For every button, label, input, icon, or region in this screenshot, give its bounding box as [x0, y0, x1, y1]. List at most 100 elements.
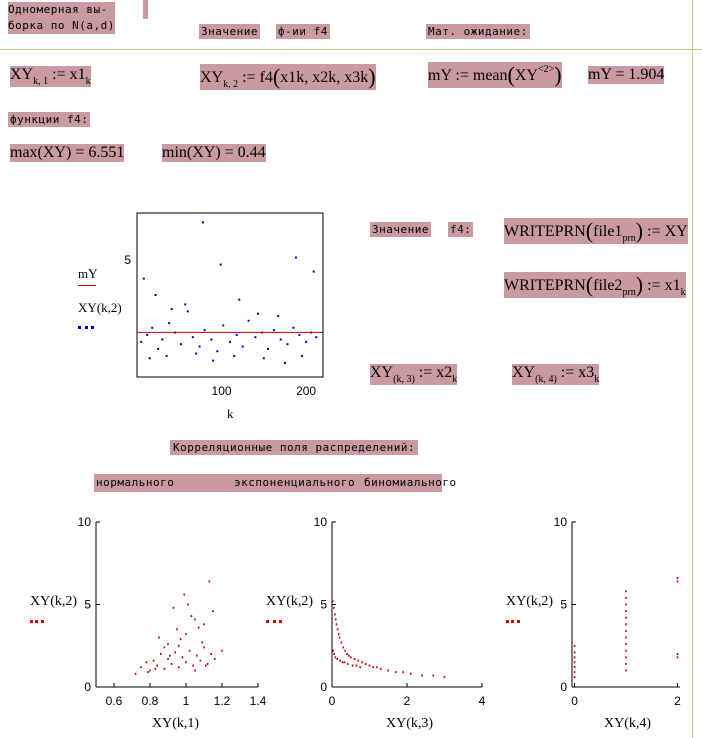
data-point — [163, 646, 166, 649]
my-definition[interactable]: mY := mean(XY<2>) — [428, 62, 562, 88]
data-point — [176, 628, 178, 631]
data-point — [676, 580, 679, 583]
data-point — [368, 664, 371, 667]
data-point — [161, 338, 164, 341]
corr-exponential-label: экспоненциального — [234, 476, 356, 489]
data-point — [676, 656, 679, 659]
data-point — [625, 636, 627, 639]
data-point — [172, 606, 175, 609]
data-point — [676, 577, 679, 580]
cursor-marker[interactable] — [143, 0, 148, 19]
xy1-definition[interactable]: XYk, 1 := x1k — [10, 66, 91, 87]
data-point — [409, 672, 412, 675]
y-tick-label: 0 — [320, 680, 327, 694]
chart-binomial[interactable]: 0 5 10 0 2 — [546, 510, 696, 710]
chart-k-scatter[interactable]: 100 200 5 — [95, 205, 335, 420]
data-point — [219, 263, 222, 266]
region-right-border — [692, 0, 693, 738]
data-point — [346, 653, 348, 655]
xy4-definition[interactable]: XY(k, 4) := x3k — [512, 364, 600, 385]
legend-xy-k2-label: XY(k,2) — [78, 300, 122, 315]
max-expression[interactable]: max(XY) = 6.551 — [10, 144, 125, 162]
xy3-definition[interactable]: XY(k, 3) := x2k — [370, 364, 458, 385]
xy2-definition[interactable]: XYk, 2 := f4(x1k, x2k, x3k) — [200, 64, 376, 90]
data-point — [210, 653, 212, 655]
y-tick-label: 5 — [124, 253, 131, 267]
data-point — [315, 336, 318, 339]
y-tick-label: 5 — [84, 598, 91, 612]
data-point — [170, 662, 173, 665]
xy1-sub: k, 1 — [33, 76, 49, 87]
xy1-rhs-sub: k — [85, 76, 91, 87]
corr-binomial-label: биномиального — [364, 476, 457, 489]
chart-normal-ylabel-text: XY(k,2) — [30, 594, 78, 609]
data-point — [206, 662, 209, 665]
min-expression[interactable]: min(XY) = 0.44 — [162, 144, 266, 162]
data-point — [312, 270, 315, 273]
chart-exponential[interactable]: 0 5 10 0 2 4 — [310, 510, 500, 710]
data-point — [203, 646, 205, 649]
my-arg: XY — [514, 67, 538, 84]
sample-label-line1: Одномерная вы- — [8, 3, 108, 16]
data-point — [421, 674, 423, 677]
value-label: Значение — [199, 24, 260, 39]
data-point — [625, 669, 627, 672]
chart-k-frame — [136, 212, 324, 378]
x-tick-label: 2 — [674, 694, 681, 708]
chart-exp-ylabel: XY(k,2) — [266, 594, 313, 610]
y-tick-label: 0 — [560, 680, 567, 694]
data-point — [142, 277, 145, 280]
my-result[interactable]: mY = 1.904 — [588, 66, 665, 84]
writeprn-file1[interactable]: WRITEPRN(file1prn) := XY — [504, 218, 688, 244]
legend-xy-dots — [78, 326, 94, 332]
data-point — [335, 623, 338, 626]
writeprn2-fn: WRITEPRN — [504, 277, 586, 294]
writeprn-file2[interactable]: WRITEPRN(file2prn) := x1k — [504, 272, 686, 298]
data-point — [195, 352, 198, 355]
data-point — [186, 310, 189, 313]
data-point — [151, 326, 154, 329]
chart-normal-content: 0 5 10 0.6 0.8 1 1.2 1.4 — [78, 515, 267, 708]
chart-normal[interactable]: 0 5 10 0.6 0.8 1 1.2 1.4 — [70, 510, 270, 710]
data-point — [216, 350, 219, 353]
data-point — [353, 657, 356, 660]
data-point — [341, 661, 344, 664]
xy3-rhs-sub: k — [452, 374, 458, 385]
data-point — [190, 615, 193, 618]
x-tick-label: 1.4 — [250, 694, 267, 708]
data-point — [179, 638, 182, 641]
data-point — [185, 661, 187, 664]
y-tick-label: 0 — [84, 680, 91, 694]
x-tick-label: 2 — [404, 694, 411, 708]
data-point — [157, 347, 160, 350]
data-point — [364, 662, 367, 665]
y-tick-label: 10 — [78, 515, 92, 529]
data-point — [573, 644, 576, 647]
data-point — [357, 659, 360, 662]
x-tick-label: 0.6 — [106, 694, 123, 708]
chart-k-ticks: 100 200 5 — [124, 253, 316, 398]
data-point — [210, 338, 213, 341]
xy1-rhs: x1 — [69, 66, 86, 83]
y-tick-label: 10 — [554, 515, 568, 529]
x-tick-label: 1.2 — [214, 694, 231, 708]
data-point — [235, 333, 238, 336]
x-tick-label: 4 — [479, 694, 486, 708]
x-tick-label: 200 — [296, 384, 316, 398]
chart-k-xlabel: k — [227, 406, 234, 421]
data-point — [134, 672, 137, 675]
data-point — [267, 347, 270, 350]
data-point — [334, 613, 336, 616]
data-point — [160, 653, 162, 655]
data-point — [339, 659, 342, 662]
right-value-label: Значение — [370, 222, 431, 237]
data-point — [147, 671, 149, 674]
legend-my-label: mY — [78, 266, 98, 281]
data-point — [262, 357, 265, 360]
writeprn1-sub: prn — [622, 233, 636, 244]
xy3-sub: (k, 3) — [393, 374, 415, 385]
data-point — [167, 657, 169, 660]
chart-bin-xlabel-text: XY(k,4) — [604, 716, 652, 731]
xy2-args: x1k, x2k, x3k — [280, 69, 369, 86]
data-point — [573, 671, 576, 674]
